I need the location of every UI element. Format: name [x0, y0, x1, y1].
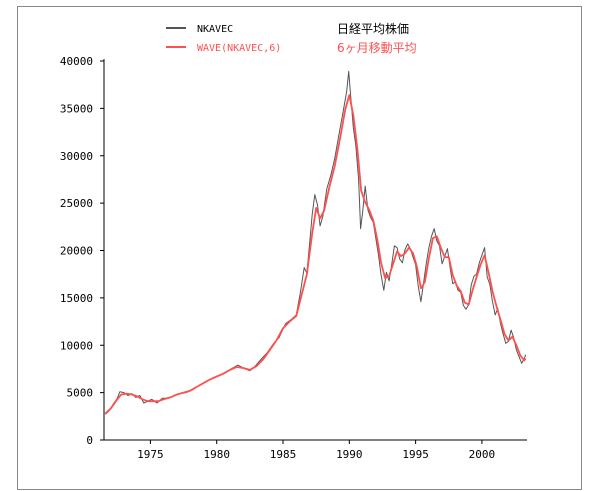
- y-tick-label: 30000: [60, 150, 93, 163]
- x-tick-label: 1995: [402, 448, 429, 461]
- x-tick-label: 1975: [137, 448, 164, 461]
- series-line-wave-nkavec-6: [104, 94, 527, 415]
- legend: NKAVEC 日経平均株価 WAVE(NKAVEC,6) 6ヶ月移動平均: [166, 21, 417, 55]
- axes: 0 5000 10000 15000 20000 25000 30000 35000 40000…: [60, 55, 527, 461]
- legend-description: 日経平均株価: [337, 21, 409, 36]
- x-tick-label: 1990: [336, 448, 363, 461]
- y-tick-label: 0: [86, 434, 93, 447]
- y-tick-label: 20000: [60, 245, 93, 258]
- y-tick-label: 15000: [60, 292, 93, 305]
- y-tick-label: 35000: [60, 102, 93, 115]
- y-tick-label: 10000: [60, 339, 93, 352]
- plot-area: [104, 70, 527, 415]
- chart-frame: [17, 6, 582, 490]
- series-line-nkavec: [104, 70, 527, 415]
- legend-description: 6ヶ月移動平均: [337, 41, 417, 55]
- x-tick-label: 1980: [203, 448, 230, 461]
- y-tick-label: 25000: [60, 197, 93, 210]
- x-tick-label: 2000: [469, 448, 496, 461]
- y-tick-label: 5000: [67, 387, 94, 400]
- y-tick-label: 40000: [60, 55, 93, 68]
- legend-label: WAVE(NKAVEC,6): [197, 43, 281, 54]
- legend-label: NKAVEC: [197, 24, 233, 35]
- x-tick-label: 1985: [270, 448, 297, 461]
